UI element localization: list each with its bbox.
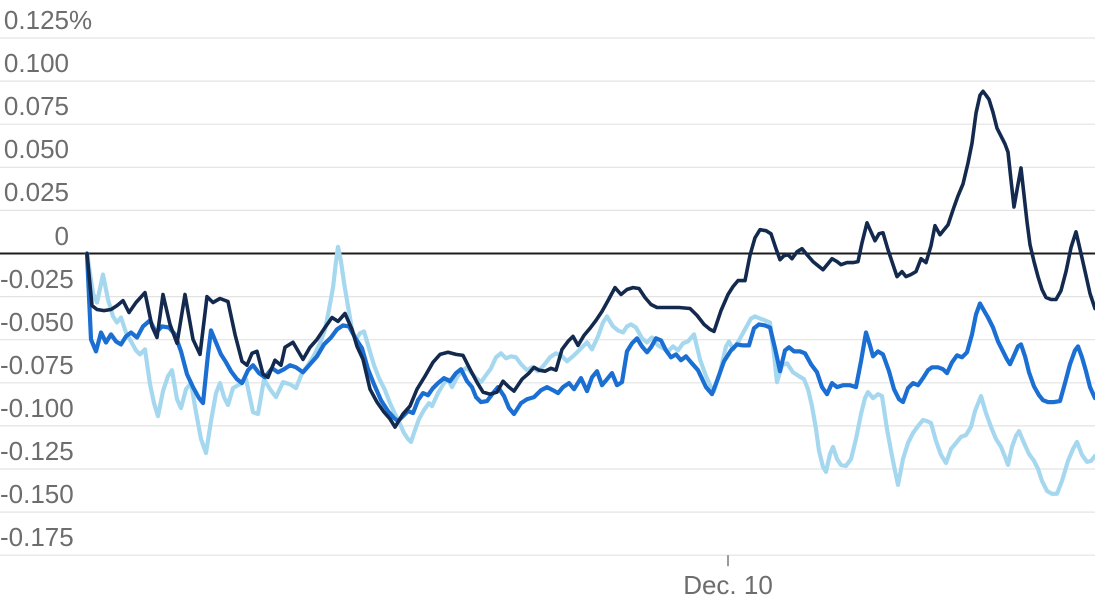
y-axis-label: 0.100 bbox=[3, 48, 69, 79]
y-axis-label: -0.125 bbox=[0, 436, 74, 466]
y-axis-label: -0.075 bbox=[0, 349, 74, 380]
y-axis-label: -0.050 bbox=[0, 306, 74, 337]
x-axis-tick-label: Dec. 10 bbox=[683, 570, 773, 600]
light-blue-series bbox=[84, 244, 1095, 496]
medium-blue-series bbox=[84, 251, 1095, 424]
y-axis-label: 0.050 bbox=[3, 134, 69, 165]
y-axis-unit-suffix: % bbox=[69, 5, 93, 35]
y-axis-label: 0 bbox=[54, 220, 69, 251]
y-axis-label: 0.075 bbox=[3, 91, 69, 122]
y-axis-label: -0.150 bbox=[0, 479, 74, 510]
y-axis-label: -0.100 bbox=[0, 392, 74, 423]
y-axis-label: -0.025 bbox=[0, 263, 74, 294]
y-axis-label: 0.025 bbox=[3, 177, 69, 208]
y-axis-label: -0.175 bbox=[0, 522, 74, 553]
dark-navy-series bbox=[85, 89, 1095, 429]
y-axis-label: 0.125% bbox=[3, 5, 93, 35]
